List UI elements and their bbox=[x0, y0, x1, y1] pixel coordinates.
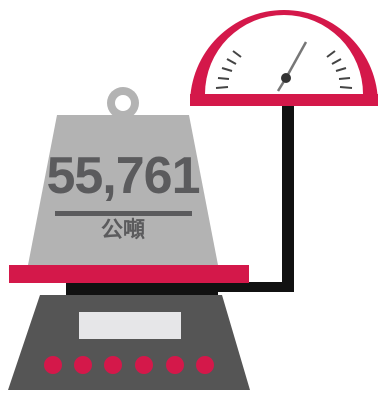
scale-button bbox=[44, 356, 62, 374]
gauge-dial-icon bbox=[190, 10, 378, 106]
connector-pipe bbox=[160, 104, 294, 292]
scale-button bbox=[196, 356, 214, 374]
gauge-needle bbox=[284, 41, 308, 79]
scale-buttons bbox=[44, 356, 214, 374]
scale-button bbox=[104, 356, 122, 374]
scale-button bbox=[74, 356, 92, 374]
gauge-pivot bbox=[281, 73, 291, 83]
scale-button bbox=[166, 356, 184, 374]
weight-unit: 公噸 bbox=[100, 218, 145, 243]
scale-platform bbox=[9, 265, 249, 283]
gauge-ticks bbox=[215, 50, 353, 89]
scale-base-icon bbox=[8, 283, 250, 390]
weight-icon bbox=[28, 87, 218, 265]
weight-value: 55,761 bbox=[46, 147, 200, 205]
weight-divider bbox=[55, 211, 192, 216]
scale-display bbox=[79, 312, 181, 339]
scale-button bbox=[135, 356, 153, 374]
